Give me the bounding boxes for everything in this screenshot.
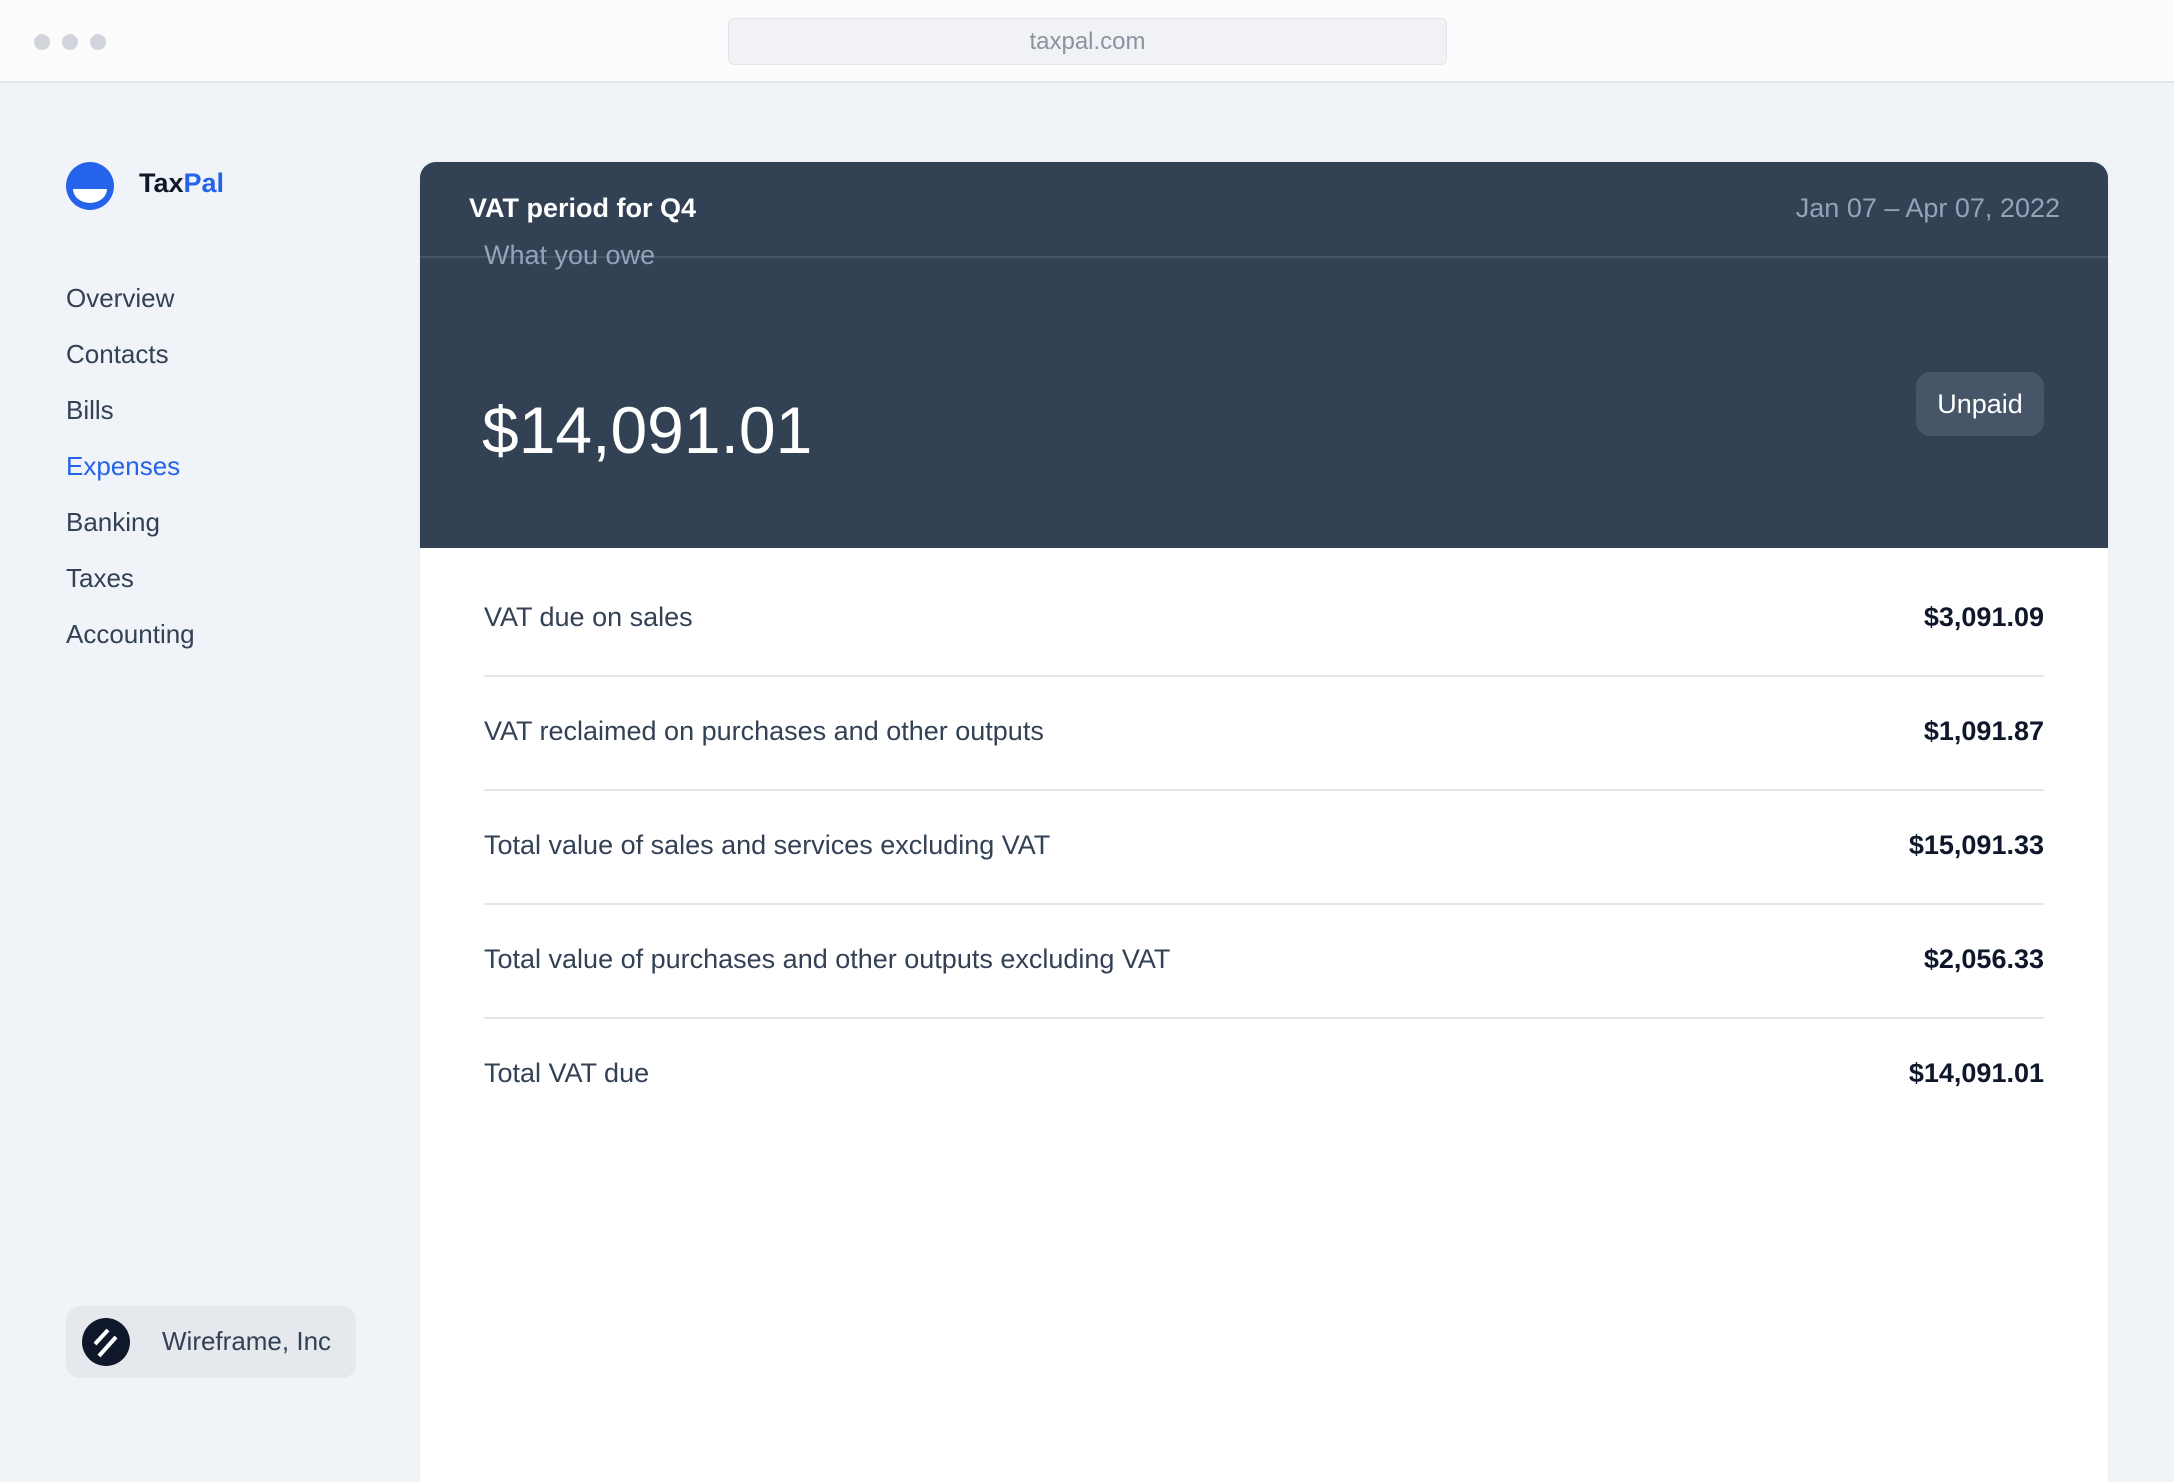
browser-toolbar: taxpal.com <box>0 0 2174 83</box>
window-maximize-dot[interactable] <box>90 34 106 50</box>
brand-name-pal: Pal <box>183 168 225 198</box>
row-label: Total VAT due <box>484 1058 650 1088</box>
vat-row: Total VAT due $14,091.01 <box>484 1019 2044 1133</box>
row-label: VAT due on sales <box>484 602 693 632</box>
wireframe-logo-icon <box>82 1318 130 1366</box>
row-value: $3,091.09 <box>1923 602 2044 632</box>
vat-row: Total value of purchases and other outpu… <box>484 905 2044 1019</box>
vat-period-card: VAT period for Q4 Jan 07 – Apr 07, 2022 … <box>420 162 2108 1482</box>
organization-switcher[interactable]: Wireframe, Inc <box>66 1306 356 1378</box>
sidebar-item-bills[interactable]: Bills <box>66 395 114 425</box>
vat-row: VAT reclaimed on purchases and other out… <box>484 677 2044 791</box>
taxpal-logo-icon <box>66 162 114 210</box>
sidebar-item-contacts[interactable]: Contacts <box>66 339 169 369</box>
sidebar-item-banking[interactable]: Banking <box>66 507 160 537</box>
organization-name: Wireframe, Inc <box>162 1326 332 1356</box>
row-value: $15,091.33 <box>1908 830 2044 860</box>
brand-name[interactable]: TaxPal <box>139 168 224 199</box>
owe-amount: $14,091.01 <box>482 393 813 467</box>
row-label: VAT reclaimed on purchases and other out… <box>484 716 1044 746</box>
amount-owed-section <box>420 258 2108 548</box>
vat-row: Total value of sales and services exclud… <box>484 791 2044 905</box>
period-date-range: Jan 07 – Apr 07, 2022 <box>1795 193 2060 223</box>
row-value: $2,056.33 <box>1923 944 2044 974</box>
address-bar[interactable]: taxpal.com <box>728 18 1447 65</box>
window-close-dot[interactable] <box>34 34 50 50</box>
sidebar-item-accounting[interactable]: Accounting <box>66 619 195 649</box>
vat-row: VAT due on sales $3,091.09 <box>484 563 2044 677</box>
row-value: $1,091.87 <box>1923 716 2044 746</box>
row-label: Total value of sales and services exclud… <box>484 830 1051 860</box>
window-minimize-dot[interactable] <box>62 34 78 50</box>
owe-label: What you owe <box>484 240 656 270</box>
row-label: Total value of purchases and other outpu… <box>484 944 1171 974</box>
row-value: $14,091.01 <box>1908 1058 2044 1088</box>
status-badge-unpaid[interactable]: Unpaid <box>1916 372 2044 436</box>
card-header: VAT period for Q4 Jan 07 – Apr 07, 2022 <box>420 162 2108 258</box>
card-title: VAT period for Q4 <box>469 193 697 223</box>
sidebar-item-expenses[interactable]: Expenses <box>66 451 181 481</box>
sidebar-item-overview[interactable]: Overview <box>66 283 175 313</box>
brand-name-tax: Tax <box>139 168 184 198</box>
sidebar-item-taxes[interactable]: Taxes <box>66 563 134 593</box>
